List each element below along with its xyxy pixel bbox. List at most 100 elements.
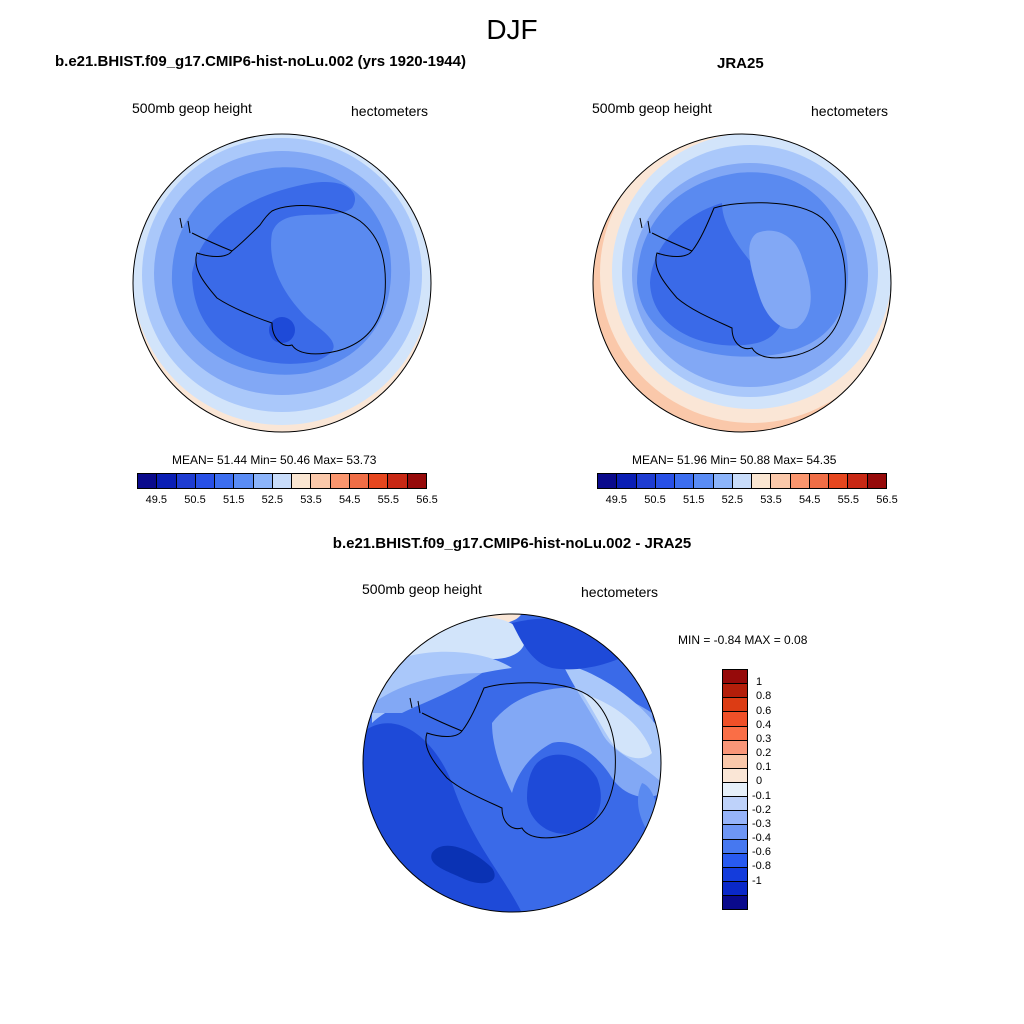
colorbar-swatch <box>713 474 733 488</box>
colorbar-swatch <box>253 474 273 488</box>
colorbar-tick-label: 0.6 <box>756 704 772 717</box>
colorbar-swatch <box>388 474 408 488</box>
colorbar-swatch <box>829 474 849 488</box>
colorbar-swatch <box>790 474 810 488</box>
colorbar-swatch <box>723 712 747 727</box>
colorbar-swatch <box>157 474 177 488</box>
colorbar-swatch <box>694 474 714 488</box>
colorbar-swatch <box>723 839 747 854</box>
colorbar-swatch <box>723 740 747 755</box>
colorbar-tick-label: 1 <box>756 676 763 689</box>
panel1-stats: MEAN= 51.44 Min= 50.46 Max= 53.73 <box>172 453 377 467</box>
panel1-polar-map <box>132 133 432 433</box>
panel2-colorbar <box>597 473 887 489</box>
colorbar-swatch <box>771 474 791 488</box>
panel3-variable-label: 500mb geop height <box>362 581 482 597</box>
colorbar-swatch <box>176 474 196 488</box>
colorbar-tick-label: 55.5 <box>377 494 400 506</box>
panel2-units-label: hectometers <box>811 103 889 119</box>
colorbar-swatch <box>598 474 618 488</box>
colorbar-swatch <box>867 474 886 488</box>
colorbar-swatch <box>675 474 695 488</box>
colorbar-tick-label: 50.5 <box>184 494 206 506</box>
colorbar-tick-label: 52.5 <box>261 494 284 506</box>
panel3-colorbar-ticks: 1 0.8 0.6 0.4 0.3 0.2 0.1 0 -0.1 -0.2 -0.3 -0.4 -0.6… <box>752 669 792 910</box>
colorbar-swatch <box>723 670 747 685</box>
colorbar-tick-label: -0.1 <box>752 789 771 802</box>
panel1-title: b.e21.BHIST.f09_g17.CMIP6-hist-noLu.002 … <box>55 53 466 70</box>
colorbar-tick-label: 0.8 <box>756 690 772 703</box>
colorbar-tick-label: -0.3 <box>752 817 771 830</box>
colorbar-swatch <box>723 684 747 699</box>
panel3-stats: MIN = -0.84 MAX = 0.08 <box>678 633 808 647</box>
colorbar-swatch <box>723 811 747 826</box>
panel3-colorbar <box>722 669 748 910</box>
figure-title: DJF <box>486 14 538 45</box>
colorbar-swatch <box>330 474 350 488</box>
panel3-units-label: hectometers <box>581 584 659 600</box>
colorbar-swatch <box>655 474 676 488</box>
colorbar-swatch <box>723 896 747 910</box>
colorbar-swatch <box>349 474 370 488</box>
colorbar-swatch <box>723 853 747 868</box>
colorbar-tick-label: 53.5 <box>300 494 322 506</box>
panel3-polar-map <box>362 613 662 913</box>
colorbar-tick-label: -0.6 <box>752 846 771 859</box>
colorbar-tick-label: 0.4 <box>756 718 772 731</box>
colorbar-swatch <box>732 474 753 488</box>
colorbar-swatch <box>138 474 158 488</box>
panel1-units-label: hectometers <box>351 103 429 119</box>
colorbar-tick-label: 49.5 <box>145 494 168 506</box>
colorbar-tick-label: 52.5 <box>721 494 744 506</box>
colorbar-swatch <box>636 474 656 488</box>
colorbar-swatch <box>407 474 426 488</box>
colorbar-swatch <box>809 474 830 488</box>
colorbar-swatch <box>723 726 747 741</box>
panel2-variable-label: 500mb geop height <box>592 100 712 116</box>
colorbar-swatch <box>723 754 747 769</box>
colorbar-swatch <box>292 474 312 488</box>
colorbar-swatch <box>369 474 389 488</box>
colorbar-tick-label: 0.2 <box>756 747 772 760</box>
colorbar-tick-label: 51.5 <box>222 494 245 506</box>
colorbar-swatch <box>723 881 747 896</box>
colorbar-swatch <box>723 783 747 798</box>
colorbar-tick-label: 56.5 <box>416 494 438 506</box>
colorbar-swatch <box>311 474 331 488</box>
colorbar-swatch <box>215 474 235 488</box>
panel2-polar-map <box>592 133 892 433</box>
colorbar-swatch <box>195 474 216 488</box>
panel1-colorbar <box>137 473 427 489</box>
panel2-title: JRA25 <box>717 55 764 72</box>
colorbar-tick-label: 54.5 <box>338 494 361 506</box>
panel2-colorbar-ticks: 49.5 50.5 51.5 52.5 53.5 54.5 55.5 56.5 <box>597 494 898 508</box>
colorbar-tick-label: 55.5 <box>837 494 860 506</box>
panel1-variable-label: 500mb geop height <box>132 100 252 116</box>
colorbar-swatch <box>723 867 747 882</box>
colorbar-swatch <box>723 698 747 713</box>
colorbar-tick-label: 56.5 <box>876 494 898 506</box>
panel3-title: b.e21.BHIST.f09_g17.CMIP6-hist-noLu.002 … <box>332 535 692 552</box>
colorbar-tick-label: 50.5 <box>644 494 666 506</box>
colorbar-tick-label: 0.1 <box>756 761 772 774</box>
colorbar-tick-label: -0.4 <box>752 832 771 845</box>
panel2-stats: MEAN= 51.96 Min= 50.88 Max= 54.35 <box>632 453 837 467</box>
colorbar-swatch <box>617 474 637 488</box>
panel1-colorbar-ticks: 49.5 50.5 51.5 52.5 53.5 54.5 55.5 56.5 <box>137 494 438 508</box>
colorbar-tick-label: 53.5 <box>760 494 782 506</box>
colorbar-tick-label: 0.3 <box>756 732 772 745</box>
colorbar-tick-label: -0.2 <box>752 803 771 816</box>
colorbar-swatch <box>848 474 868 488</box>
colorbar-swatch <box>723 768 747 783</box>
colorbar-tick-label: -0.8 <box>752 860 771 873</box>
colorbar-swatch <box>272 474 293 488</box>
colorbar-tick-label: 51.5 <box>682 494 705 506</box>
colorbar-tick-label: 54.5 <box>798 494 821 506</box>
colorbar-tick-label: -1 <box>752 874 762 887</box>
colorbar-tick-label: 0 <box>756 775 763 788</box>
colorbar-swatch <box>723 825 747 840</box>
colorbar-swatch <box>752 474 772 488</box>
colorbar-swatch <box>234 474 254 488</box>
colorbar-tick-label: 49.5 <box>605 494 628 506</box>
colorbar-swatch <box>723 797 747 812</box>
